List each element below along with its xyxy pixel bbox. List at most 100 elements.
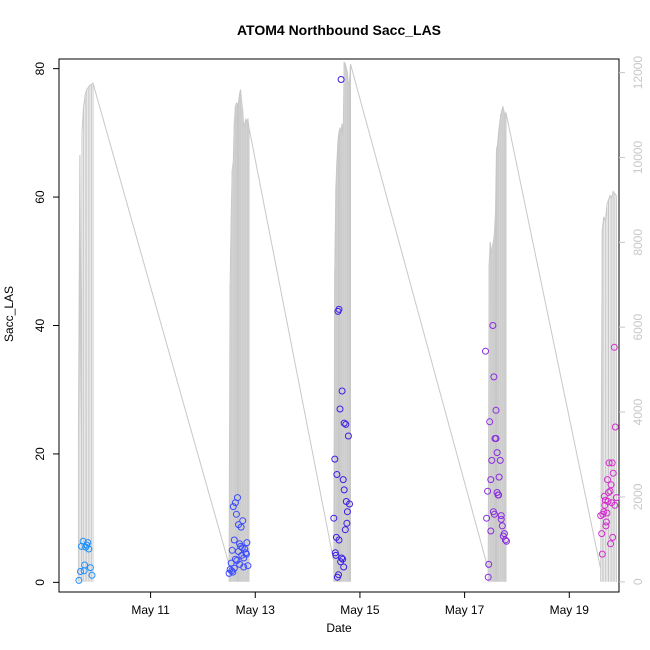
data-point bbox=[84, 539, 92, 547]
data-point bbox=[343, 508, 351, 516]
y2-tick-label: 6000 bbox=[631, 314, 645, 341]
data-point bbox=[75, 576, 83, 584]
data-point bbox=[493, 489, 501, 496]
data-point bbox=[612, 494, 620, 502]
data-point bbox=[503, 537, 510, 545]
data-point bbox=[79, 537, 87, 545]
data-point bbox=[490, 373, 498, 381]
data-point bbox=[484, 487, 492, 495]
data-point bbox=[239, 517, 247, 525]
data-point bbox=[331, 549, 339, 557]
data-point bbox=[339, 555, 347, 563]
data-point bbox=[485, 560, 493, 568]
y-tick-label: 80 bbox=[33, 62, 47, 76]
data-point bbox=[341, 526, 349, 534]
data-point bbox=[88, 571, 96, 579]
y-tick-label: 0 bbox=[33, 579, 47, 586]
right-axis-line-layer bbox=[77, 61, 617, 582]
data-point bbox=[493, 449, 501, 457]
data-point bbox=[335, 571, 342, 579]
y-tick-label: 20 bbox=[33, 447, 47, 461]
x-axis: May 11 May 13 May 15 May 17 May 19 bbox=[131, 592, 589, 617]
data-point bbox=[338, 554, 346, 562]
data-point bbox=[497, 515, 505, 523]
data-point bbox=[337, 76, 345, 83]
data-point bbox=[605, 459, 613, 467]
data-point bbox=[492, 406, 500, 414]
data-point bbox=[487, 476, 495, 484]
data-point bbox=[605, 489, 612, 496]
data-point bbox=[242, 550, 250, 558]
data-point bbox=[487, 527, 495, 535]
data-point bbox=[486, 418, 494, 426]
data-point bbox=[330, 514, 338, 522]
data-point bbox=[489, 322, 497, 329]
data-point bbox=[244, 562, 252, 570]
data-point bbox=[607, 540, 615, 548]
data-point bbox=[332, 551, 340, 559]
x-tick-label: May 13 bbox=[236, 603, 276, 617]
data-point bbox=[488, 456, 496, 464]
data-point bbox=[232, 510, 240, 518]
y2-tick-label: 10000 bbox=[631, 140, 645, 174]
y2-tick-label: 4000 bbox=[631, 398, 645, 425]
data-point bbox=[482, 347, 489, 355]
y2-tick-label: 2000 bbox=[631, 483, 645, 510]
x-tick-label: May 15 bbox=[340, 603, 380, 617]
data-point bbox=[484, 573, 492, 581]
data-point bbox=[492, 435, 500, 442]
data-point bbox=[344, 432, 352, 440]
data-point bbox=[495, 473, 503, 481]
data-point bbox=[501, 536, 509, 544]
data-point bbox=[77, 568, 84, 575]
data-point bbox=[490, 510, 498, 518]
data-point bbox=[243, 539, 251, 547]
data-point bbox=[229, 568, 237, 576]
data-point bbox=[86, 564, 94, 572]
data-point bbox=[228, 567, 236, 575]
data-point bbox=[335, 536, 343, 544]
data-point bbox=[338, 387, 346, 395]
y2-tick-label: 8000 bbox=[631, 229, 645, 256]
y-tick-label: 60 bbox=[33, 190, 47, 204]
data-point bbox=[238, 544, 246, 552]
data-point bbox=[602, 522, 610, 530]
data-point bbox=[598, 550, 606, 558]
data-point bbox=[611, 423, 619, 431]
data-point bbox=[496, 456, 504, 464]
data-point bbox=[600, 508, 608, 516]
right-y-axis: 0 2000 4000 6000 8000 10000 12000 bbox=[619, 56, 645, 585]
data-point bbox=[500, 530, 508, 538]
y2-tick-label: 0 bbox=[631, 578, 645, 585]
data-point bbox=[483, 514, 491, 522]
data-point bbox=[343, 519, 351, 527]
data-point bbox=[237, 523, 245, 531]
data-point bbox=[85, 545, 93, 553]
data-point bbox=[230, 536, 238, 544]
data-point bbox=[608, 459, 616, 467]
data-point bbox=[604, 476, 611, 484]
data-point bbox=[607, 481, 615, 489]
x-tick-label: May 17 bbox=[445, 603, 485, 617]
data-point bbox=[336, 405, 344, 413]
data-point bbox=[603, 509, 611, 517]
data-point bbox=[608, 499, 616, 507]
data-point bbox=[497, 512, 505, 520]
data-point bbox=[81, 561, 89, 569]
data-point bbox=[346, 500, 353, 508]
data-point bbox=[227, 559, 235, 567]
y2-tick-label: 12000 bbox=[631, 56, 645, 90]
x-tick-label: May 11 bbox=[131, 603, 170, 617]
data-point bbox=[602, 518, 610, 526]
data-point bbox=[342, 420, 350, 428]
data-point bbox=[234, 494, 241, 502]
data-point bbox=[609, 469, 617, 477]
data-point bbox=[606, 487, 614, 495]
data-point bbox=[331, 455, 339, 463]
data-point bbox=[228, 546, 236, 554]
data-point bbox=[333, 471, 341, 478]
data-point bbox=[610, 343, 618, 351]
x-axis-label: Date bbox=[326, 621, 352, 635]
